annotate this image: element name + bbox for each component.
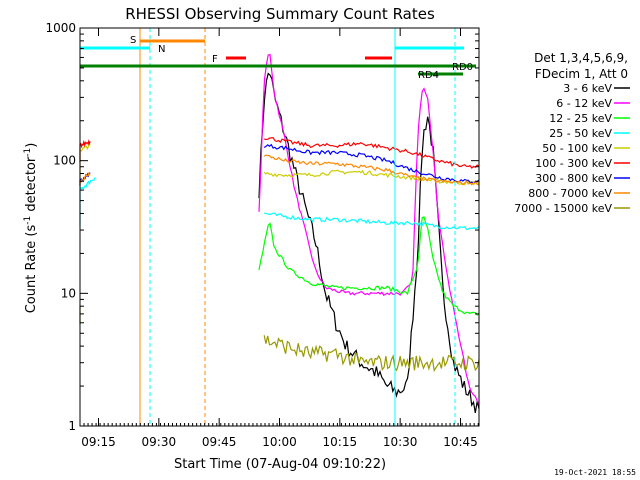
y-axis-label-sup1: -1 [23, 216, 33, 225]
y-tick-label-0: 1 [68, 419, 76, 433]
annotation-s: S [130, 35, 136, 46]
x-tick-label-1: 09:30 [142, 435, 177, 449]
y-tick-label-2: 100 [53, 154, 76, 168]
chart-title: RHESSI Observing Summary Count Rates [125, 5, 435, 23]
series-line-2-1 [258, 216, 480, 316]
annotation-rd0: RD0 [452, 62, 473, 73]
legend-header-2: FDecim 1, Att 0 [535, 67, 628, 81]
legend-label-6: 300 - 800 keV [535, 172, 612, 185]
x-tick-label-6: 10:45 [443, 435, 478, 449]
y-axis-label-main: Count Rate (s [24, 225, 39, 314]
annotation-rd4: RD4 [418, 70, 439, 81]
series-line-6-1 [263, 143, 480, 184]
annotation-layer: S N F RD0 RD4 [80, 28, 476, 426]
annotation-f: F [212, 54, 218, 65]
x-tick-label-0: 09:15 [81, 435, 116, 449]
legend-label-0: 3 - 6 keV [563, 82, 612, 95]
y-tick-label-1: 10 [61, 286, 76, 300]
y-tick-label-3: 1000 [45, 21, 76, 35]
x-tick-label-3: 10:00 [262, 435, 297, 449]
y-axis-label-mid: detector [24, 156, 39, 216]
y-axis-label-sup2: -1 [23, 148, 33, 157]
legend-label-7: 800 - 7000 keV [528, 187, 612, 200]
legend-label-8: 7000 - 15000 keV [514, 202, 612, 215]
legend-label-3: 25 - 50 keV [549, 127, 612, 140]
legend-label-2: 12 - 25 keV [549, 112, 612, 125]
series-line-3-0 [79, 177, 96, 227]
series-line-8-1 [263, 335, 480, 373]
legend: Det 1,3,4,5,6,9, FDecim 1, Att 0 3 - 6 k… [514, 51, 630, 215]
x-tick-label-5: 10:30 [383, 435, 418, 449]
series-line-3-1 [263, 212, 480, 231]
legend-label-5: 100 - 300 keV [535, 157, 612, 170]
y-axis-label: Count Rate (s-1 detector-1) [23, 143, 39, 314]
series-line-1-1 [258, 53, 480, 405]
series-line-7-1 [263, 154, 480, 186]
x-tick-label-2: 09:45 [202, 435, 237, 449]
x-axis-label: Start Time (07-Aug-04 09:10:22) [174, 457, 386, 472]
axis-layer: 09:15 09:30 09:45 10:00 10:15 10:30 10:45 1 10 10… [45, 21, 479, 449]
timestamp: 19-Oct-2021 18:55 [554, 468, 636, 477]
y-axis-label-end: ) [24, 143, 39, 148]
series-line-7-0 [79, 171, 91, 187]
legend-label-1: 6 - 12 keV [556, 97, 612, 110]
x-tick-label-4: 10:15 [323, 435, 358, 449]
series-line-5-1 [264, 137, 480, 169]
series-line-0-1 [258, 72, 480, 413]
annotation-n: N [158, 44, 165, 55]
legend-label-4: 50 - 100 keV [542, 142, 612, 155]
legend-header-1: Det 1,3,4,5,6,9, [534, 51, 628, 65]
